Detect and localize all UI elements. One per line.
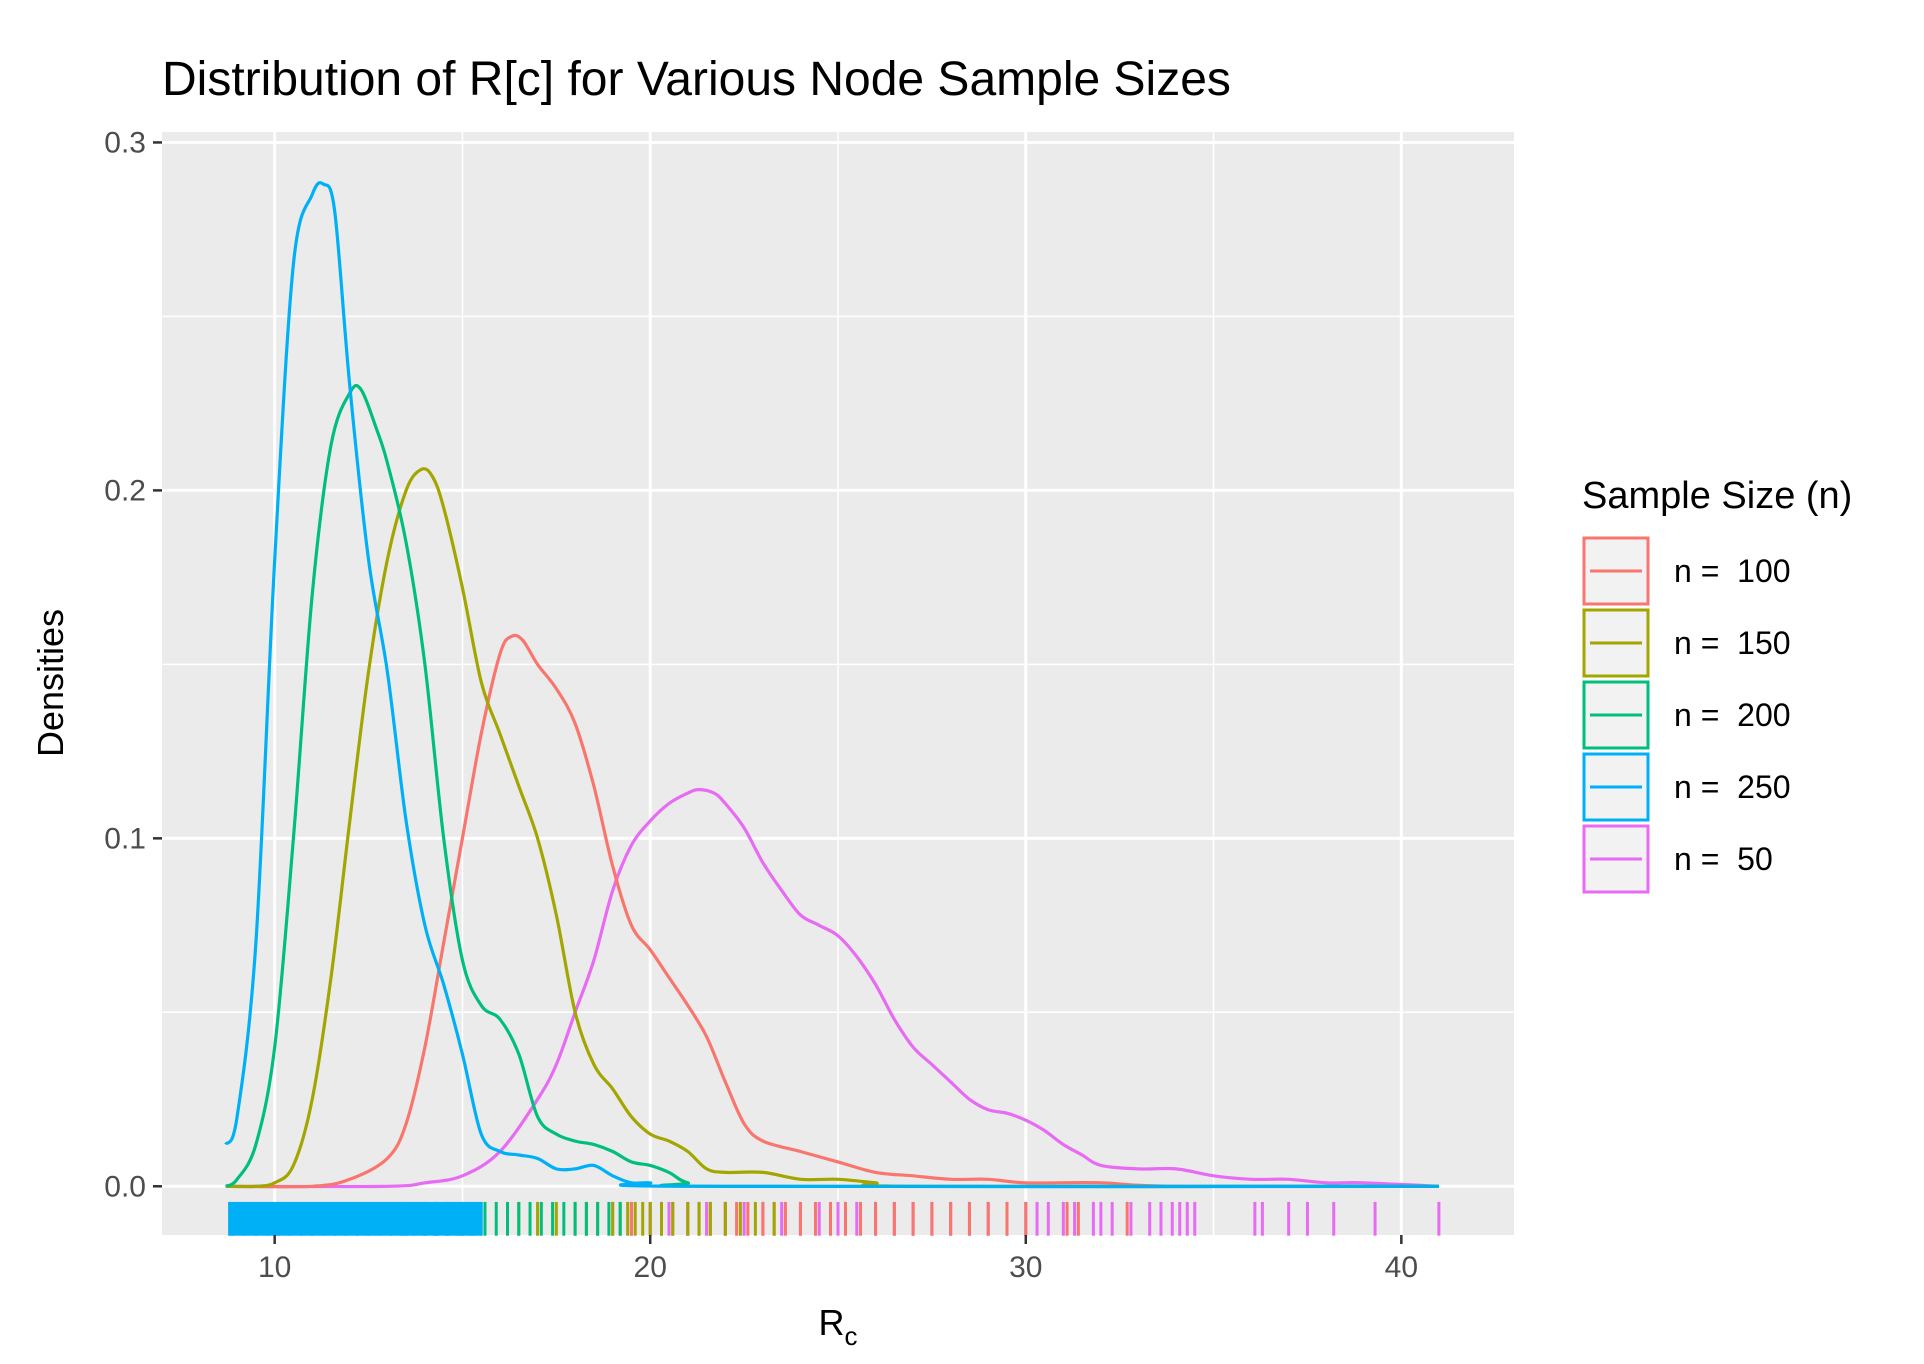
x-axis: 10 20 30 40	[258, 1235, 1418, 1284]
density-curves	[224, 181, 1439, 1189]
x-tick-label: 30	[1009, 1251, 1042, 1284]
y-tick-label: 0.2	[104, 474, 146, 507]
y-axis-title: Densities	[30, 609, 71, 757]
density-line-200	[224, 383, 1439, 1189]
legend-title: Sample Size (n)	[1582, 475, 1852, 517]
x-tick-label: 10	[258, 1251, 291, 1284]
density-line-150	[225, 467, 1439, 1189]
y-axis: 0.0 0.1 0.2 0.3	[104, 126, 162, 1203]
legend-label: n = 200	[1674, 697, 1791, 733]
legend-label: n = 150	[1674, 625, 1791, 661]
y-tick-label: 0.1	[104, 822, 146, 855]
rug-band	[229, 1201, 482, 1236]
density-line-250	[224, 181, 1439, 1189]
x-tick-label: 20	[634, 1251, 667, 1284]
legend-label: n = 100	[1674, 553, 1791, 589]
legend-label: n = 50	[1674, 841, 1773, 877]
y-tick-label: 0.0	[104, 1170, 146, 1203]
grid-minor	[162, 132, 1514, 1235]
legend-items: n = 100 n = 150 n = 200 n = 250 n = 50	[1582, 536, 1791, 894]
density-line-100	[225, 633, 1439, 1189]
x-axis-title: Rc	[819, 1302, 858, 1351]
chart-title: Distribution of R[c] for Various Node Sa…	[162, 53, 1231, 106]
x-tick-label: 40	[1385, 1251, 1418, 1284]
rug-marks	[228, 1201, 1441, 1236]
legend-label: n = 250	[1674, 769, 1791, 805]
y-tick-label: 0.3	[104, 126, 146, 159]
